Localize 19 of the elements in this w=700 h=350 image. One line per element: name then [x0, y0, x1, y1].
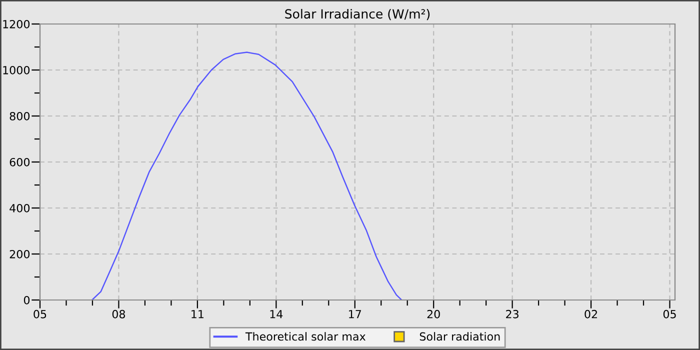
x-tick-label: 05	[34, 310, 46, 318]
x-tick-label: 08	[112, 310, 126, 318]
legend-label: Theoretical solar max	[245, 332, 366, 341]
x-tick-label: 02	[584, 310, 597, 318]
x-tick-label: 20	[427, 310, 440, 318]
y-tick-label: 1200	[3, 20, 30, 28]
chart-title: Solar Irradiance (W/m²)	[285, 8, 430, 20]
y-tick-label: 1000	[3, 66, 30, 74]
legend-label: Solar radiation	[420, 332, 500, 341]
y-tick-label: 0	[24, 296, 30, 304]
x-tick-label: 23	[506, 310, 518, 318]
x-tick-label: 17	[349, 310, 361, 318]
x-tick-label: 14	[270, 310, 283, 318]
x-tick-label: 11	[192, 310, 204, 318]
y-tick-label: 800	[10, 112, 30, 120]
y-tick-label: 400	[10, 204, 30, 212]
y-tick-label: 600	[10, 158, 30, 166]
x-tick-label: 05	[663, 310, 676, 318]
y-tick-label: 200	[10, 250, 30, 258]
